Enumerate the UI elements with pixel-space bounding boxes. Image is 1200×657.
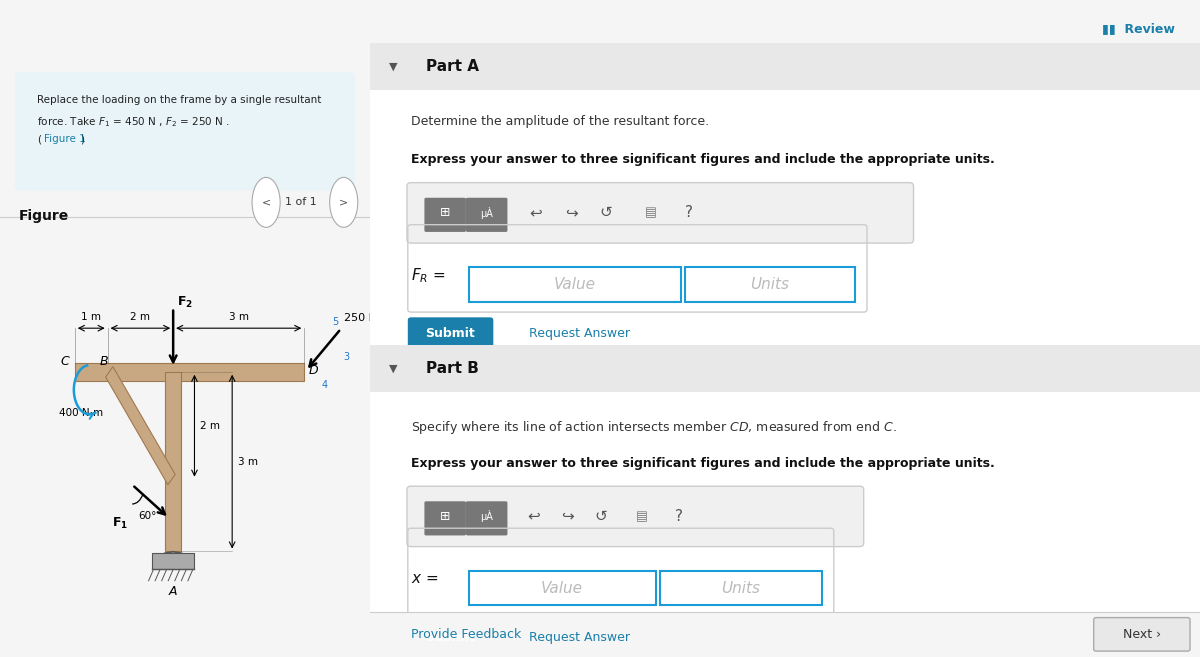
Text: Value: Value <box>541 581 583 595</box>
Text: >: > <box>340 197 348 208</box>
Text: 1 m: 1 m <box>82 312 101 322</box>
Text: ?: ? <box>685 206 694 220</box>
Text: ▼: ▼ <box>389 61 397 72</box>
Text: Express your answer to three significant figures and include the appropriate uni: Express your answer to three significant… <box>412 153 995 166</box>
Text: $F_R$ =: $F_R$ = <box>412 266 445 284</box>
Text: 250 N: 250 N <box>344 313 377 323</box>
Text: Express your answer to three significant figures and include the appropriate uni: Express your answer to three significant… <box>412 457 995 470</box>
FancyBboxPatch shape <box>1093 618 1190 651</box>
Text: μÀ: μÀ <box>480 510 493 522</box>
Text: Replace the loading on the frame by a single resultant: Replace the loading on the frame by a si… <box>37 95 322 105</box>
FancyBboxPatch shape <box>469 267 682 302</box>
Text: 1 of 1: 1 of 1 <box>286 197 317 208</box>
Text: 2 m: 2 m <box>131 312 150 322</box>
Text: ↺: ↺ <box>594 509 607 524</box>
Text: 2 m: 2 m <box>200 420 220 431</box>
Text: 4: 4 <box>322 380 328 390</box>
FancyBboxPatch shape <box>407 486 864 547</box>
Text: Provide Feedback: Provide Feedback <box>412 628 521 641</box>
Text: ▮▮  Review: ▮▮ Review <box>1103 22 1175 35</box>
Text: 60°: 60° <box>138 511 156 522</box>
Text: ⊞: ⊞ <box>440 206 450 219</box>
Text: Request Answer: Request Answer <box>529 327 630 340</box>
FancyBboxPatch shape <box>660 571 822 605</box>
FancyBboxPatch shape <box>370 43 1200 90</box>
Text: force. Take $F_1$ = 450 N , $F_2$ = 250 N .: force. Take $F_1$ = 450 N , $F_2$ = 250 … <box>37 115 230 129</box>
FancyBboxPatch shape <box>408 317 493 351</box>
FancyBboxPatch shape <box>408 621 493 654</box>
Text: B: B <box>100 355 108 368</box>
FancyBboxPatch shape <box>425 501 466 535</box>
Text: <: < <box>262 197 271 208</box>
Text: ↪: ↪ <box>565 206 577 220</box>
Text: ▼: ▼ <box>389 363 397 374</box>
FancyBboxPatch shape <box>370 90 1200 345</box>
Text: Value: Value <box>553 277 595 292</box>
Bar <box>152 553 194 570</box>
Polygon shape <box>106 367 175 485</box>
Text: 400 N·m: 400 N·m <box>60 408 103 418</box>
Text: 3: 3 <box>343 351 349 362</box>
Text: 3 m: 3 m <box>229 312 248 322</box>
FancyBboxPatch shape <box>14 72 355 191</box>
Text: ↺: ↺ <box>600 206 613 220</box>
Text: Submit: Submit <box>425 327 475 340</box>
Polygon shape <box>164 551 182 553</box>
FancyBboxPatch shape <box>685 267 856 302</box>
FancyBboxPatch shape <box>469 571 656 605</box>
Text: 3 m: 3 m <box>238 457 258 466</box>
Text: Next ›: Next › <box>1123 628 1160 641</box>
Text: Part A: Part A <box>426 59 479 74</box>
Text: Units: Units <box>750 277 790 292</box>
Text: ⊞: ⊞ <box>440 510 450 523</box>
Text: Units: Units <box>721 581 761 595</box>
Circle shape <box>252 177 280 227</box>
Text: C: C <box>60 355 68 368</box>
FancyBboxPatch shape <box>407 183 913 243</box>
Text: D: D <box>308 364 318 377</box>
FancyBboxPatch shape <box>370 612 1200 657</box>
Text: Submit: Submit <box>425 631 475 644</box>
FancyBboxPatch shape <box>370 345 1200 392</box>
Text: ?: ? <box>674 509 683 524</box>
Text: Specify where its line of action intersects member $CD$, measured from end $C$.: Specify where its line of action interse… <box>412 419 896 436</box>
Text: ↩: ↩ <box>527 509 540 524</box>
Text: $\mathbf{F_1}$: $\mathbf{F_1}$ <box>112 516 128 531</box>
Text: Determine the amplitude of the resultant force.: Determine the amplitude of the resultant… <box>412 115 709 128</box>
Polygon shape <box>74 363 305 380</box>
Circle shape <box>330 177 358 227</box>
Polygon shape <box>166 372 181 551</box>
Text: ): ) <box>80 134 84 144</box>
Text: 5: 5 <box>332 317 338 327</box>
Text: Part B: Part B <box>426 361 479 376</box>
Text: A: A <box>169 585 178 598</box>
Text: ↩: ↩ <box>529 206 542 220</box>
Text: $x$ =: $x$ = <box>412 572 438 586</box>
Text: ↪: ↪ <box>560 509 574 524</box>
Text: μÀ: μÀ <box>480 207 493 219</box>
Text: Figure 1: Figure 1 <box>43 134 85 144</box>
FancyBboxPatch shape <box>466 501 508 535</box>
Text: $\mathbf{F_2}$: $\mathbf{F_2}$ <box>178 295 193 310</box>
FancyBboxPatch shape <box>425 198 466 232</box>
Text: ▤: ▤ <box>636 510 648 523</box>
FancyBboxPatch shape <box>466 198 508 232</box>
Text: Request Answer: Request Answer <box>529 631 630 644</box>
Text: Figure: Figure <box>18 209 68 223</box>
Text: (: ( <box>37 134 41 144</box>
FancyBboxPatch shape <box>370 392 1200 614</box>
Text: ▤: ▤ <box>644 206 656 219</box>
